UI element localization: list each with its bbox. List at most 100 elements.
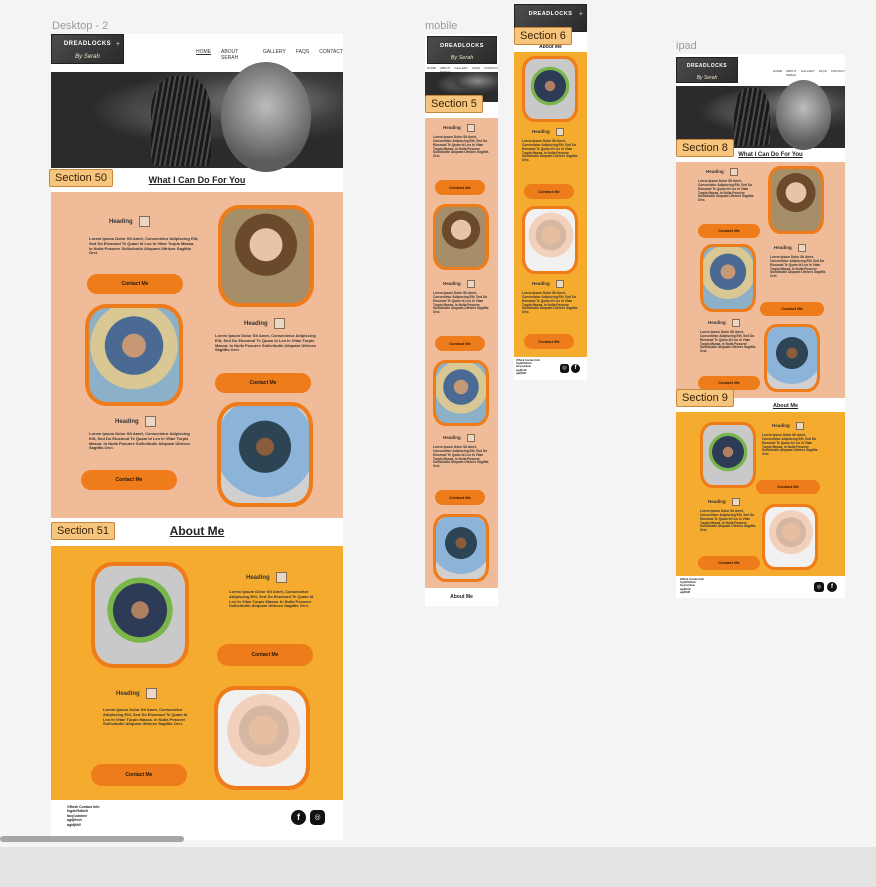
desktop-frame: DREADLOCKS By Serah + HOME ABOUT SERAH G… [51, 34, 343, 840]
m-contact-button-2[interactable]: Contact Me [435, 336, 485, 351]
nav-contact[interactable]: CONTACT [319, 49, 343, 55]
nav-contact[interactable]: CONTACT [484, 66, 498, 70]
section-8-tag[interactable]: Section 8 [676, 139, 734, 157]
brand-title: DREADLOCKS [528, 11, 573, 17]
about-text-1: Lorem Ipsum Dolor Sit Amet, Consectetur … [229, 589, 314, 609]
i-about-text-1: Lorem Ipsum Dolor Sit Amet, Consectetur … [762, 433, 818, 457]
i-heading-2: Heading [774, 244, 806, 252]
m2-text-2: Lorem Ipsum Dolor Sit Amet, Consectetur … [522, 291, 578, 315]
m-contact-button-1[interactable]: Contact Me [435, 180, 485, 195]
section-6-tag[interactable]: Section 6 [514, 27, 572, 45]
mobile-services-section: Heading Lorem Ipsum Dolor Sit Amet, Cons… [425, 118, 498, 588]
i-contact-button-3[interactable]: Contact Me [698, 376, 760, 390]
about-contact-button-1[interactable]: Contact Me [217, 644, 313, 666]
about-heading-1: Heading [246, 572, 287, 583]
m-text-3: Lorem Ipsum Dolor Sit Amet, Consectetur … [433, 445, 489, 469]
contact-button-1[interactable]: Contact Me [87, 274, 183, 294]
section-9-tag[interactable]: Section 9 [676, 389, 734, 407]
section-51-tag[interactable]: Section 51 [51, 522, 115, 540]
section-5-tag[interactable]: Section 5 [425, 95, 483, 113]
heading-icon [273, 318, 285, 329]
mural-face [221, 62, 311, 172]
desktop-frame-label[interactable]: Desktop - 2 [52, 20, 109, 32]
m-photo-2 [433, 360, 489, 426]
i-contact-button-1[interactable]: Contact Me [698, 224, 760, 238]
i-about-photo-2 [762, 504, 818, 570]
ipad-about-title: About Me [772, 403, 799, 409]
ipad-about-section: Heading Lorem Ipsum Dolor Sit Amet, Cons… [676, 412, 845, 576]
facebook-icon[interactable]: f [291, 810, 306, 825]
service-photo-1 [218, 205, 314, 307]
heading-icon [555, 280, 564, 288]
ipad-brand-logo[interactable]: DREADLOCKS By Serah [676, 57, 738, 83]
section-50-tag[interactable]: Section 50 [49, 169, 113, 187]
nav-gallery[interactable]: GALLERY [262, 49, 286, 55]
brand-logo[interactable]: DREADLOCKS By Serah + [51, 34, 124, 64]
brand-title: DREADLOCKS [440, 43, 484, 49]
m-photo-3 [433, 514, 489, 582]
i-about-heading-2: Heading [708, 498, 740, 506]
ipad-footer: Offwrk Contact Info fsgdhfhdheh facy1stn… [676, 576, 845, 598]
footer-contact-info: Offwrk Contact Info fsgdhfhdheh facy1stn… [516, 359, 541, 375]
service-text-3: Lorem Ipsum Dolor Sit Amet, Consectetur … [89, 431, 190, 451]
service-text-2: Lorem Ipsum Dolor Sit Amet, Consectetur … [215, 333, 316, 353]
nav-contact[interactable]: CONTACT [830, 69, 845, 73]
brand-subtitle: By Serah [450, 55, 474, 61]
service-heading-3: Heading [115, 416, 156, 427]
heading-icon [145, 688, 157, 699]
service-text-1: Lorem Ipsum Dolor Sit Amet, Consectetur … [89, 236, 199, 256]
about-section: Heading Lorem Ipsum Dolor Sit Amet, Cons… [51, 546, 343, 800]
footer-contact-info: Offwrk Contact Info fsgdhfhdheh facy1stn… [680, 578, 705, 594]
m-text-2: Lorem Ipsum Dolor Sit Amet, Consectetur … [433, 291, 489, 315]
nav-home[interactable]: HOME [427, 66, 436, 70]
m2-photo-1 [522, 56, 578, 122]
brand-subtitle: By Serah [75, 54, 100, 60]
horizontal-scrollbar[interactable] [0, 836, 184, 842]
plus-icon: + [578, 11, 583, 18]
instagram-icon[interactable]: ◎ [560, 364, 569, 373]
facebook-icon[interactable]: f [827, 582, 837, 592]
nav-home[interactable]: HOME [773, 69, 782, 73]
contact-button-3[interactable]: Contact Me [81, 470, 177, 490]
heading-icon [466, 124, 475, 132]
mobile-brand-logo[interactable]: DREADLOCKS By Serah [427, 36, 497, 64]
heading-icon [731, 319, 740, 327]
i-about-contact-button-1[interactable]: Contact Me [756, 480, 820, 494]
nav-faqs[interactable]: FAQS [818, 69, 827, 73]
i-contact-button-2[interactable]: Contact Me [760, 302, 824, 316]
service-photo-3 [217, 402, 313, 507]
social-links: ◎ f [814, 582, 837, 592]
ipad-frame-label[interactable]: ipad [676, 40, 697, 52]
footer-contact-info: Offwrk Contact Info fsgdhfhdheh facy1stn… [67, 805, 100, 827]
m-contact-button-3[interactable]: Contact Me [435, 490, 485, 505]
m-heading-3: Heading [443, 434, 475, 442]
nav-gallery[interactable]: GALLERY [454, 66, 469, 70]
about-heading-2: Heading [116, 688, 157, 699]
ipad-nav-links: HOME ABOUT SERAH GALLERY FAQS CONTACT [773, 69, 845, 77]
facebook-icon[interactable]: f [571, 364, 580, 373]
nav-home[interactable]: HOME [196, 49, 211, 55]
about-photo-1 [91, 562, 189, 668]
i-photo-3 [764, 324, 820, 392]
about-contact-button-2[interactable]: Contact Me [91, 764, 187, 786]
m2-contact-button-2[interactable]: Contact Me [524, 334, 574, 349]
nav-gallery[interactable]: GALLERY [800, 69, 815, 73]
mobile-frame-label[interactable]: mobile [425, 20, 458, 32]
service-heading-1: Heading [109, 216, 150, 227]
social-links: f ◎ [291, 810, 325, 825]
contact-button-2[interactable]: Contact Me [215, 373, 311, 393]
heading-icon [466, 434, 475, 442]
m2-heading-2: Heading [532, 280, 564, 288]
m2-footer: Offwrk Contact Info fsgdhfhdheh facy1stn… [514, 357, 587, 380]
nav-faqs[interactable]: FAQS [472, 66, 481, 70]
i-about-contact-button-2[interactable]: Contact Me [698, 556, 760, 570]
nav-about-serah[interactable]: ABOUT SERAH [786, 69, 797, 77]
nav-about-serah[interactable]: ABOUT SERAH [221, 49, 239, 61]
nav-faqs[interactable]: FAQS [295, 49, 310, 55]
heading-icon [466, 280, 475, 288]
mobile-frame-2: DREADLOCKS + About Me Heading Lorem Ipsu… [514, 4, 587, 380]
m2-contact-button-1[interactable]: Contact Me [524, 184, 574, 199]
i-about-text-2: Lorem Ipsum Dolor Sit Amet, Consectetur … [700, 509, 756, 533]
instagram-icon[interactable]: ◎ [814, 582, 824, 592]
instagram-icon[interactable]: ◎ [310, 810, 325, 825]
